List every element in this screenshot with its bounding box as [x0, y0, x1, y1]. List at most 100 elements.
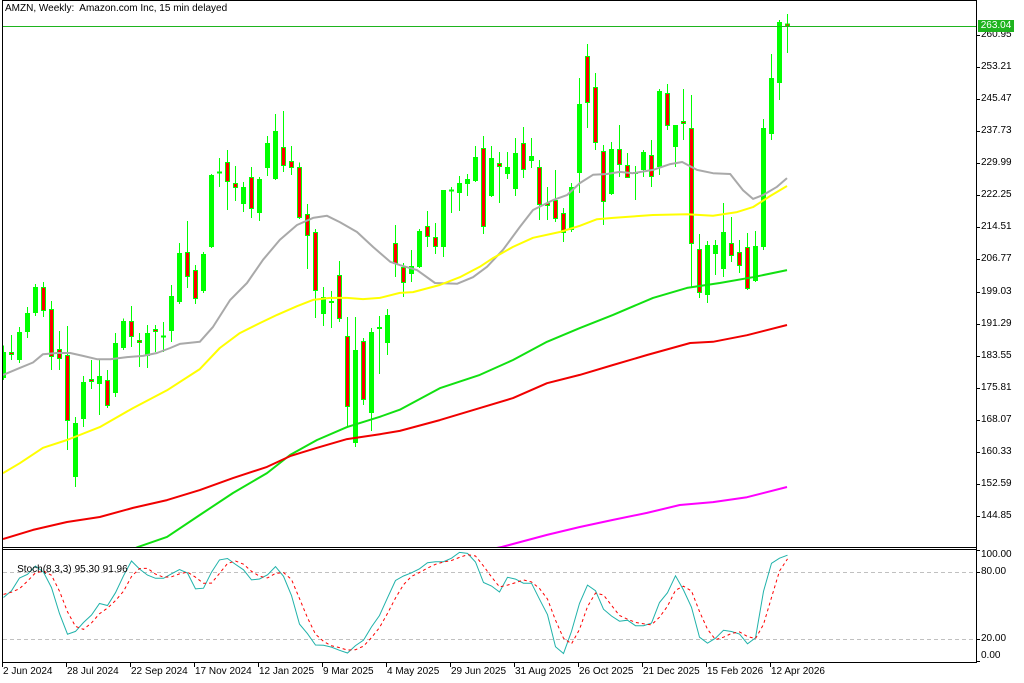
- price-axis-label: 191.29: [981, 318, 1012, 329]
- candle-bearish: [585, 43, 590, 129]
- candlestick-series: [3, 14, 790, 487]
- price-axis-label: 237.73: [981, 125, 1012, 136]
- candle-bearish: [289, 145, 294, 175]
- candle-bearish: [681, 89, 686, 141]
- date-axis-label: 12 Jan 2025: [259, 666, 315, 677]
- stochastic-signal-value: 91.96: [102, 564, 128, 575]
- candle-bullish: [201, 251, 206, 293]
- last-price-tag: 263.04: [978, 20, 1014, 32]
- candle-bearish: [361, 338, 366, 406]
- candle-bullish: [257, 176, 262, 221]
- stochastic-axis-label: 20.00: [981, 633, 1007, 644]
- candle-bearish: [313, 229, 318, 319]
- candle-bullish: [473, 145, 478, 182]
- candle-bearish: [785, 14, 790, 54]
- price-axis-label: 214.51: [981, 221, 1012, 232]
- candle-bearish: [497, 152, 502, 203]
- stochastic-legend: Stoch(8,3,3) 95.30 91.96: [6, 552, 128, 588]
- candle-bullish: [265, 135, 270, 177]
- price-axis-label: 229.99: [981, 157, 1012, 168]
- candle-bullish: [121, 318, 126, 351]
- moving-average-magenta: [496, 486, 788, 547]
- candle-bullish: [633, 166, 638, 201]
- candle-bullish: [73, 416, 78, 487]
- candle-bullish: [169, 285, 174, 342]
- stochastic-main-line: [3, 551, 788, 655]
- candle-bearish: [625, 152, 630, 179]
- candle-bullish: [97, 360, 102, 416]
- candle-bearish: [617, 125, 622, 177]
- candle-bearish: [689, 94, 694, 288]
- date-axis-label: 28 Jul 2024: [67, 666, 119, 677]
- candle-bearish: [41, 282, 46, 317]
- candle-bearish: [65, 326, 70, 450]
- moving-average-gray: [3, 161, 788, 376]
- stochastic-pane[interactable]: [3, 551, 976, 655]
- candle-bullish: [353, 316, 358, 448]
- candle-bearish: [137, 333, 142, 368]
- stochastic-levels: [3, 572, 976, 640]
- stochastic-axis-label: 80.00: [981, 566, 1007, 577]
- candle-bullish: [217, 157, 222, 187]
- candle-bearish: [193, 265, 198, 305]
- candle-bearish: [225, 149, 230, 211]
- candle-bearish: [745, 232, 750, 291]
- price-axis-label: 222.25: [981, 189, 1012, 200]
- date-axis-label: 22 Sep 2024: [131, 666, 188, 677]
- candle-bearish: [601, 144, 606, 225]
- chart-frame: [2, 0, 977, 663]
- candle-bullish: [17, 326, 22, 363]
- date-axis-label: 2 Jun 2024: [3, 666, 53, 677]
- price-axis-label: 144.85: [981, 510, 1012, 521]
- candle-bullish: [377, 316, 382, 375]
- candle-bullish: [241, 181, 246, 213]
- candle-bearish: [337, 261, 342, 322]
- price-axis-label: 206.77: [981, 253, 1012, 264]
- price-axis-label: 199.03: [981, 286, 1012, 297]
- price-axis-label: 245.47: [981, 93, 1012, 104]
- chart-title: AMZN, Weekly: Amazon.com Inc, 15 min del…: [5, 3, 228, 14]
- candle-bullish: [769, 53, 774, 141]
- candle-bearish: [425, 210, 430, 247]
- candle-bearish: [553, 169, 558, 223]
- candle-bullish: [273, 113, 278, 180]
- candle-bearish: [89, 360, 94, 390]
- candle-bullish: [673, 125, 678, 167]
- candle-bearish: [233, 166, 238, 201]
- candle-bullish: [417, 229, 422, 269]
- candle-bullish: [529, 137, 534, 168]
- candle-bearish: [249, 166, 254, 218]
- date-axis-label: 21 Dec 2025: [643, 666, 700, 677]
- candle-bearish: [729, 217, 734, 262]
- candle-bullish: [761, 118, 766, 250]
- candle-bullish: [81, 375, 86, 428]
- price-axis-label: 183.55: [981, 350, 1012, 361]
- candle-bearish: [697, 234, 702, 298]
- candle-bullish: [505, 152, 510, 179]
- candle-bearish: [281, 111, 286, 172]
- candle-bullish: [209, 173, 214, 249]
- date-axis-label: 4 May 2025: [387, 666, 440, 677]
- candle-bullish: [321, 287, 326, 327]
- price-axis-label: 160.33: [981, 446, 1012, 457]
- candle-bullish: [25, 306, 30, 339]
- moving-average-green: [135, 269, 788, 547]
- candle-bullish: [489, 145, 494, 197]
- candle-bearish: [105, 369, 110, 409]
- candle-bullish: [641, 149, 646, 177]
- candle-bearish: [185, 220, 190, 288]
- price-chart-pane[interactable]: [1, 14, 976, 557]
- candle-bearish: [129, 306, 134, 348]
- stochastic-axis-label: 100.00: [981, 549, 1012, 560]
- candle-bullish: [161, 321, 166, 353]
- candle-bullish: [513, 137, 518, 196]
- candle-bullish: [369, 328, 374, 431]
- candle-bearish: [561, 207, 566, 242]
- candle-bearish: [49, 300, 54, 370]
- candle-bearish: [393, 224, 398, 278]
- candle-bearish: [153, 324, 158, 353]
- stochastic-main-value: 95.30: [74, 564, 100, 575]
- candle-bearish: [345, 316, 350, 428]
